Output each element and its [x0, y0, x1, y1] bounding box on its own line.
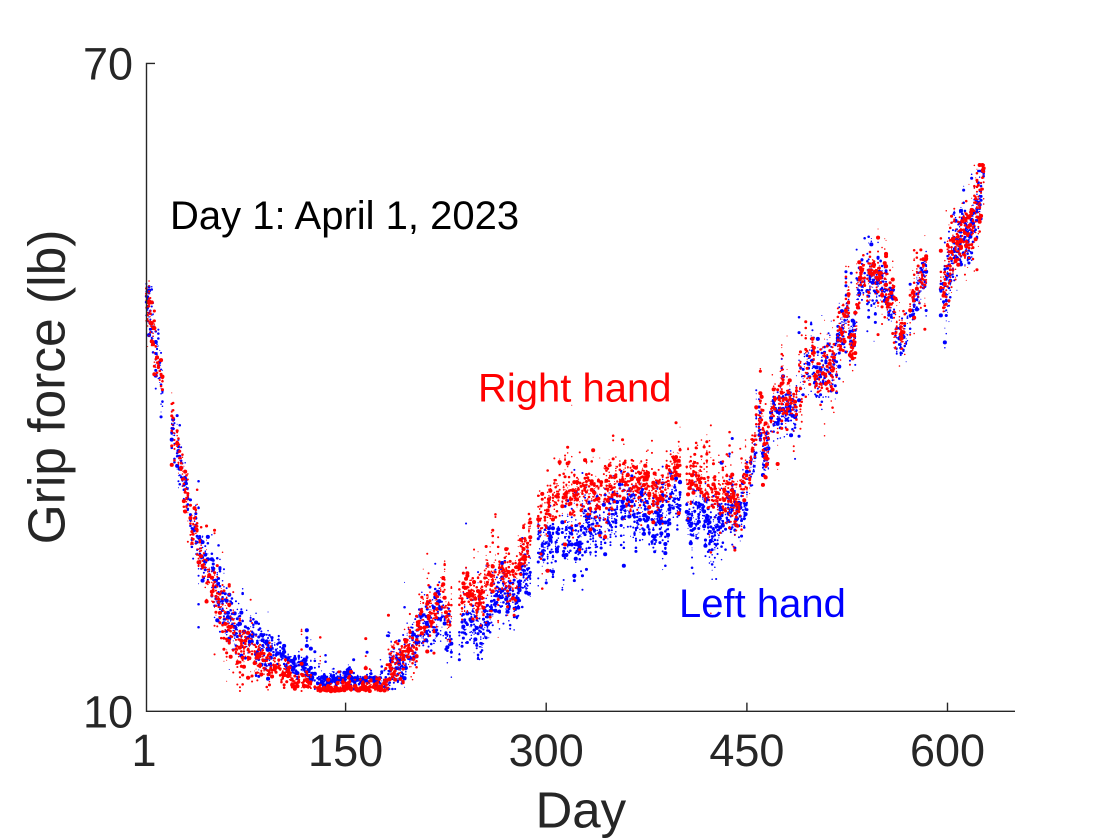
svg-text:Day 1: April 1, 2023: Day 1: April 1, 2023 — [170, 194, 519, 238]
svg-text:150: 150 — [308, 725, 383, 776]
svg-text:Grip force (lb): Grip force (lb) — [18, 230, 76, 545]
svg-text:Right hand: Right hand — [478, 367, 671, 411]
svg-text:Left hand: Left hand — [679, 582, 846, 626]
svg-text:600: 600 — [910, 725, 985, 776]
svg-text:300: 300 — [509, 725, 584, 776]
svg-text:70: 70 — [83, 39, 133, 90]
svg-text:1: 1 — [131, 725, 156, 776]
svg-text:10: 10 — [83, 687, 133, 738]
svg-text:450: 450 — [709, 725, 784, 776]
svg-text:Day: Day — [535, 782, 626, 839]
